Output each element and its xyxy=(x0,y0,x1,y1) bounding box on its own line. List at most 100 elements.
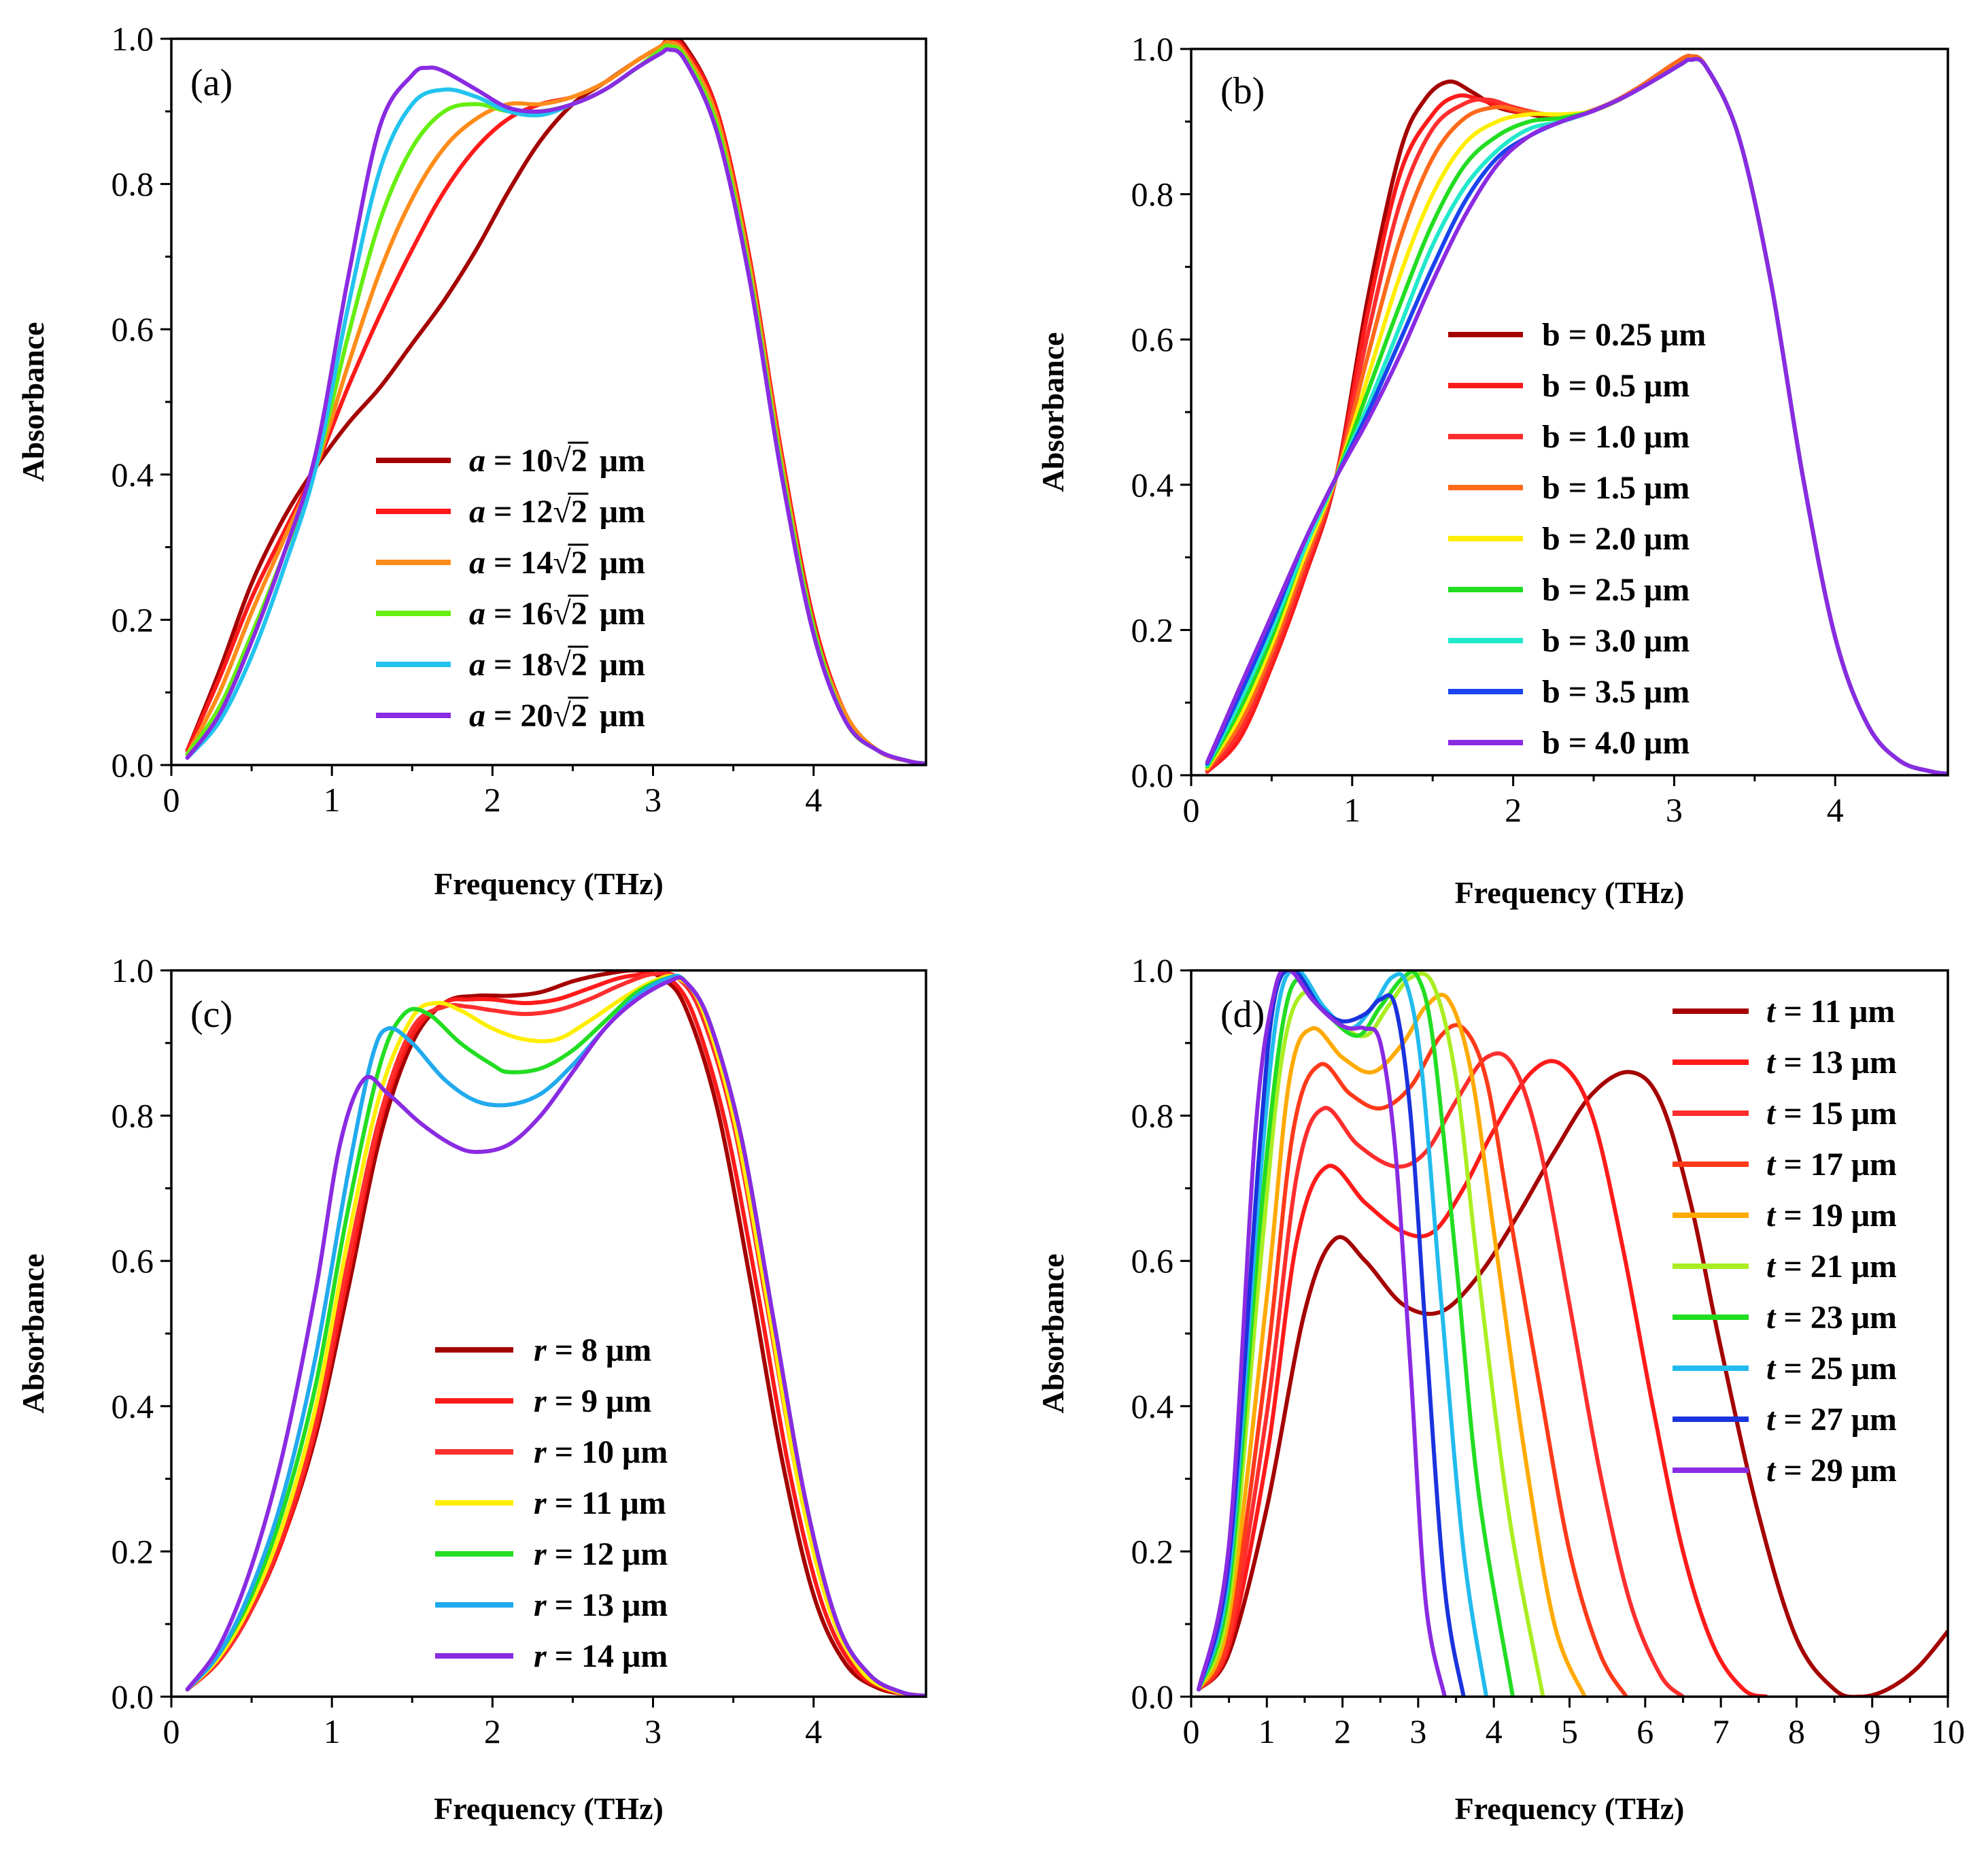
y-axis-label: Absorbance xyxy=(16,1253,50,1413)
series-line xyxy=(1205,54,1948,775)
y-tick-label: 0.4 xyxy=(1131,1387,1174,1425)
x-tick-label: 0 xyxy=(1183,1712,1200,1750)
y-tick-label: 0.6 xyxy=(1131,1242,1174,1280)
legend: a = 10√2 μm a = 12√2 μm a = 14√2 μm a = 16√2 μm… xyxy=(376,441,645,734)
series-line xyxy=(1197,971,1545,1697)
y-tick-label: 1.0 xyxy=(1131,30,1174,68)
x-tick-label: 1 xyxy=(1343,791,1360,829)
legend-label: a = 16√2 μm xyxy=(469,596,645,632)
legend-label: a = 14√2 μm xyxy=(469,545,645,581)
y-tick-label: 0.2 xyxy=(112,1532,154,1570)
x-tick-label: 2 xyxy=(1505,791,1522,829)
legend: r = 8 μm r = 9 μm r = 10 μm r = 11 μm r = 12… xyxy=(435,1332,668,1674)
series-line xyxy=(1197,1059,1768,1697)
plot-area xyxy=(1205,54,1948,775)
legend-label: a = 12√2 μm xyxy=(469,494,645,530)
legend-label: t = 15 μm xyxy=(1766,1096,1897,1132)
y-tick-label: 0.2 xyxy=(1131,1532,1174,1570)
y-tick-label: 0.8 xyxy=(1131,175,1174,214)
legend-label: b = 1.0 μm xyxy=(1542,419,1690,455)
y-tick-label: 0.8 xyxy=(112,1097,154,1135)
x-tick-label: 4 xyxy=(805,1712,822,1750)
x-tick-label: 0 xyxy=(163,1712,180,1750)
panel-c: 0 1 2 3 4 0.0 0.2 0.4 0.6 0.8 1.0 Frequency (THz) Ab… xyxy=(16,951,927,1826)
legend-label: t = 11 μm xyxy=(1766,994,1895,1030)
legend-label: a = 18√2 μm xyxy=(469,647,645,683)
legend-label: t = 27 μm xyxy=(1766,1402,1897,1438)
series-line xyxy=(1197,970,1466,1697)
x-tick-label: 5 xyxy=(1561,1712,1578,1750)
legend-label: b = 3.5 μm xyxy=(1542,674,1690,710)
x-tick-label: 8 xyxy=(1788,1712,1805,1750)
series-line xyxy=(1197,970,1515,1697)
panel-b: 0 1 2 3 4 0.0 0.2 0.4 0.6 0.8 1.0 Frequency (THz) Ab… xyxy=(1035,30,1949,910)
y-tick-label: 0.4 xyxy=(112,1387,154,1425)
legend-label: r = 13 μm xyxy=(534,1587,668,1623)
legend-label: r = 9 μm xyxy=(534,1383,651,1419)
legend-label: a = 20√2 μm xyxy=(469,698,645,734)
legend-label: t = 23 μm xyxy=(1766,1300,1897,1336)
legend-label: r = 14 μm xyxy=(534,1638,668,1674)
series-line xyxy=(185,974,926,1697)
y-tick-label: 1.0 xyxy=(112,951,154,989)
x-tick-label: 1 xyxy=(324,1712,341,1750)
x-tick-label: 7 xyxy=(1713,1712,1730,1750)
legend-label: b = 2.5 μm xyxy=(1542,572,1690,608)
x-tick-label: 1 xyxy=(1258,1712,1275,1750)
legend-label: b = 3.0 μm xyxy=(1542,623,1690,659)
x-axis-label: Frequency (THz) xyxy=(1455,1791,1685,1826)
series-line xyxy=(1205,56,1948,775)
legend-label: t = 25 μm xyxy=(1766,1351,1897,1387)
legend-label: r = 10 μm xyxy=(534,1434,668,1470)
y-tick-label: 0.8 xyxy=(112,165,154,203)
series-line xyxy=(1205,56,1948,775)
y-tick-label: 0.2 xyxy=(1131,611,1174,649)
series-line xyxy=(1205,54,1948,775)
panel-label: (d) xyxy=(1220,994,1265,1036)
legend-label: t = 17 μm xyxy=(1766,1147,1897,1183)
x-tick-label: 0 xyxy=(1183,791,1200,829)
legend-label: r = 11 μm xyxy=(534,1485,666,1521)
series-line xyxy=(185,47,926,765)
panel-label: (a) xyxy=(190,62,233,104)
plot-area xyxy=(1197,970,1948,1697)
x-tick-label: 2 xyxy=(484,781,501,819)
series-line xyxy=(1205,56,1948,775)
y-tick-label: 0.4 xyxy=(1131,466,1174,504)
x-tick-label: 3 xyxy=(645,1712,662,1750)
x-tick-label: 3 xyxy=(1666,791,1683,829)
y-tick-label: 0.0 xyxy=(112,1678,154,1716)
y-tick-label: 1.0 xyxy=(1131,951,1174,989)
x-tick-label: 2 xyxy=(484,1712,501,1750)
panel-a: 0 1 2 3 4 0.0 0.2 0.4 0.6 0.8 1.0 Frequency (THz) Ab… xyxy=(16,20,927,901)
plot-area xyxy=(185,39,926,765)
y-tick-label: 0.0 xyxy=(112,746,154,784)
series-line xyxy=(1197,1051,1685,1697)
x-tick-label: 9 xyxy=(1864,1712,1881,1750)
y-tick-label: 1.0 xyxy=(112,20,154,58)
series-line xyxy=(1205,54,1948,775)
x-tick-label: 0 xyxy=(163,781,180,819)
x-tick-label: 2 xyxy=(1334,1712,1351,1750)
plot-frame xyxy=(1190,48,1949,777)
x-tick-label: 1 xyxy=(324,781,341,819)
y-tick-label: 0.6 xyxy=(1131,320,1174,358)
y-axis-label: Absorbance xyxy=(16,322,50,481)
series-line xyxy=(185,975,926,1697)
x-tick-label: 4 xyxy=(1827,791,1844,829)
legend-label: b = 2.0 μm xyxy=(1542,521,1690,557)
series-line xyxy=(1197,970,1447,1697)
legend-label: b = 1.5 μm xyxy=(1542,470,1690,506)
legend-label: b = 0.25 μm xyxy=(1542,317,1706,353)
x-tick-label: 4 xyxy=(805,781,822,819)
legend-label: t = 29 μm xyxy=(1766,1453,1897,1489)
y-tick-label: 0.2 xyxy=(112,600,154,639)
y-axis-label: Absorbance xyxy=(1035,332,1070,492)
x-tick-label: 4 xyxy=(1486,1712,1503,1750)
legend-label: t = 19 μm xyxy=(1766,1198,1897,1234)
plot-area xyxy=(185,970,926,1697)
x-axis-label: Frequency (THz) xyxy=(434,1791,664,1826)
legend-label: r = 8 μm xyxy=(534,1332,651,1368)
series-line xyxy=(1205,56,1948,775)
series-line xyxy=(1205,54,1948,775)
